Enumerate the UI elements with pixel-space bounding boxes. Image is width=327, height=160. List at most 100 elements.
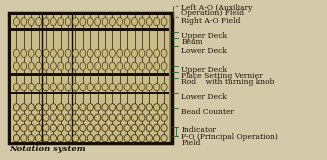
Ellipse shape: [80, 124, 86, 132]
Ellipse shape: [28, 62, 34, 70]
Ellipse shape: [35, 114, 42, 121]
Ellipse shape: [139, 124, 145, 132]
Ellipse shape: [65, 104, 71, 111]
Ellipse shape: [124, 84, 130, 91]
Ellipse shape: [95, 84, 101, 91]
Ellipse shape: [50, 49, 56, 57]
Ellipse shape: [95, 114, 101, 121]
Ellipse shape: [139, 114, 145, 121]
Ellipse shape: [139, 49, 145, 57]
Ellipse shape: [161, 114, 167, 121]
Ellipse shape: [124, 49, 130, 57]
Ellipse shape: [21, 124, 27, 132]
Text: P-O (Principal Operation): P-O (Principal Operation): [181, 133, 278, 141]
Text: Bead Counter: Bead Counter: [181, 108, 234, 116]
Ellipse shape: [43, 84, 49, 91]
Ellipse shape: [21, 135, 27, 142]
Text: Lower Deck: Lower Deck: [181, 93, 227, 101]
Ellipse shape: [87, 114, 94, 121]
Ellipse shape: [161, 62, 167, 70]
Ellipse shape: [146, 18, 152, 26]
Ellipse shape: [131, 135, 138, 142]
Ellipse shape: [43, 135, 49, 142]
Ellipse shape: [95, 18, 101, 26]
Ellipse shape: [13, 62, 19, 70]
Ellipse shape: [154, 49, 160, 57]
Ellipse shape: [95, 62, 101, 70]
Ellipse shape: [65, 18, 71, 26]
Ellipse shape: [13, 114, 20, 121]
Ellipse shape: [58, 114, 64, 121]
Ellipse shape: [65, 114, 71, 121]
Ellipse shape: [72, 84, 78, 91]
Ellipse shape: [161, 49, 167, 57]
Ellipse shape: [28, 18, 34, 26]
Ellipse shape: [36, 62, 42, 70]
Ellipse shape: [43, 49, 49, 57]
Ellipse shape: [58, 49, 64, 57]
Ellipse shape: [153, 124, 160, 132]
Ellipse shape: [146, 104, 152, 111]
Ellipse shape: [117, 84, 123, 91]
Ellipse shape: [28, 135, 34, 142]
Ellipse shape: [110, 62, 115, 70]
Ellipse shape: [50, 18, 56, 26]
Ellipse shape: [102, 84, 108, 91]
Ellipse shape: [146, 49, 152, 57]
Ellipse shape: [43, 124, 49, 132]
Ellipse shape: [95, 104, 101, 111]
Text: Operation) Field: Operation) Field: [181, 9, 245, 17]
Ellipse shape: [28, 104, 34, 111]
Ellipse shape: [65, 135, 71, 142]
Ellipse shape: [43, 114, 49, 121]
Ellipse shape: [28, 49, 34, 57]
Ellipse shape: [102, 49, 108, 57]
Ellipse shape: [13, 18, 19, 26]
Ellipse shape: [58, 84, 64, 91]
Ellipse shape: [21, 18, 27, 26]
Ellipse shape: [153, 104, 160, 111]
Ellipse shape: [87, 135, 94, 142]
Ellipse shape: [87, 18, 93, 26]
Ellipse shape: [131, 104, 138, 111]
Ellipse shape: [80, 62, 86, 70]
Ellipse shape: [80, 18, 86, 26]
Ellipse shape: [65, 62, 71, 70]
Ellipse shape: [95, 49, 101, 57]
Ellipse shape: [109, 114, 115, 121]
Ellipse shape: [161, 104, 167, 111]
Ellipse shape: [139, 62, 145, 70]
Ellipse shape: [117, 49, 123, 57]
Ellipse shape: [95, 135, 101, 142]
Ellipse shape: [161, 84, 167, 91]
Ellipse shape: [50, 62, 56, 70]
Text: Upper Deck: Upper Deck: [181, 32, 227, 40]
Ellipse shape: [146, 135, 152, 142]
Ellipse shape: [131, 62, 137, 70]
Ellipse shape: [73, 62, 78, 70]
Ellipse shape: [102, 114, 108, 121]
Ellipse shape: [50, 114, 57, 121]
Ellipse shape: [50, 84, 57, 91]
Ellipse shape: [72, 104, 78, 111]
Ellipse shape: [124, 114, 130, 121]
Ellipse shape: [109, 104, 115, 111]
Ellipse shape: [21, 49, 27, 57]
Ellipse shape: [124, 104, 130, 111]
Ellipse shape: [36, 49, 42, 57]
Ellipse shape: [131, 114, 138, 121]
Ellipse shape: [80, 104, 86, 111]
Ellipse shape: [21, 114, 27, 121]
Ellipse shape: [124, 124, 130, 132]
Ellipse shape: [50, 104, 57, 111]
Ellipse shape: [124, 18, 130, 26]
Bar: [11, 15, 169, 142]
Ellipse shape: [131, 18, 137, 26]
Ellipse shape: [43, 62, 49, 70]
Ellipse shape: [117, 62, 123, 70]
Ellipse shape: [35, 84, 42, 91]
Ellipse shape: [87, 124, 94, 132]
Ellipse shape: [65, 124, 71, 132]
Ellipse shape: [161, 124, 167, 132]
Ellipse shape: [117, 18, 123, 26]
